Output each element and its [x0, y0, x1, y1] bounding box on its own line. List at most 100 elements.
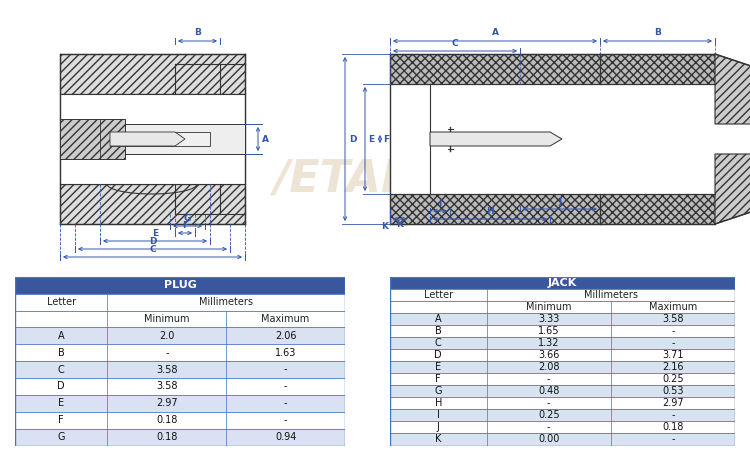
- Text: 0.18: 0.18: [662, 423, 683, 432]
- Text: C: C: [58, 364, 64, 374]
- Polygon shape: [430, 132, 562, 146]
- Text: Minimum: Minimum: [144, 314, 190, 324]
- Text: 3.58: 3.58: [156, 382, 178, 392]
- Bar: [390, 325, 735, 337]
- Text: G: G: [184, 214, 191, 223]
- Bar: [390, 373, 735, 385]
- Text: 0.25: 0.25: [662, 374, 684, 384]
- Text: 2.97: 2.97: [156, 398, 178, 408]
- Text: K: K: [435, 434, 442, 445]
- Text: G: G: [58, 432, 65, 442]
- Text: B: B: [654, 28, 661, 37]
- Polygon shape: [110, 132, 185, 146]
- Text: -: -: [547, 423, 550, 432]
- Text: B: B: [435, 326, 442, 336]
- Text: -: -: [547, 398, 550, 408]
- Bar: [390, 194, 600, 224]
- Text: -: -: [284, 415, 287, 425]
- Text: -: -: [284, 382, 287, 392]
- Text: 2.08: 2.08: [538, 362, 560, 372]
- Text: 0.18: 0.18: [156, 432, 178, 442]
- Text: D: D: [148, 237, 156, 246]
- Bar: [15, 378, 345, 395]
- Text: 2.06: 2.06: [274, 331, 296, 341]
- Text: Maximum: Maximum: [649, 302, 697, 312]
- Bar: [600, 194, 715, 224]
- Text: -: -: [671, 338, 675, 348]
- Text: A: A: [435, 314, 442, 324]
- Text: J: J: [558, 197, 562, 206]
- Text: -: -: [165, 348, 169, 358]
- Bar: [15, 395, 345, 412]
- Text: 1.32: 1.32: [538, 338, 560, 348]
- Text: 3.58: 3.58: [662, 314, 684, 324]
- Bar: [390, 349, 735, 361]
- Bar: [15, 294, 345, 310]
- Text: -: -: [284, 364, 287, 374]
- Text: D: D: [58, 382, 65, 392]
- Text: PLUG: PLUG: [164, 280, 196, 290]
- Bar: [60, 54, 245, 94]
- Text: F: F: [58, 415, 64, 425]
- Text: H: H: [486, 207, 494, 216]
- Text: JACK: JACK: [548, 278, 578, 288]
- Text: -: -: [671, 434, 675, 445]
- Text: /ETABEE: /ETABEE: [274, 158, 476, 201]
- Text: 3.71: 3.71: [662, 350, 684, 360]
- Text: A: A: [58, 331, 64, 341]
- Text: F: F: [436, 374, 441, 384]
- Text: -: -: [547, 374, 550, 384]
- Text: 1.63: 1.63: [275, 348, 296, 358]
- Bar: [600, 54, 715, 84]
- Bar: [390, 433, 735, 446]
- Bar: [60, 94, 245, 184]
- Text: J: J: [436, 423, 439, 432]
- Bar: [60, 94, 245, 124]
- Text: A: A: [491, 28, 499, 37]
- Text: H: H: [434, 398, 442, 408]
- Text: Minimum: Minimum: [526, 302, 572, 312]
- Bar: [15, 428, 345, 446]
- Text: Millimeters: Millimeters: [584, 290, 638, 300]
- Text: F: F: [383, 135, 389, 144]
- Text: -: -: [284, 398, 287, 408]
- Text: 3.58: 3.58: [156, 364, 178, 374]
- Bar: [390, 289, 735, 301]
- Bar: [15, 328, 345, 344]
- Polygon shape: [715, 54, 750, 124]
- Text: Letter: Letter: [424, 290, 453, 300]
- Bar: [15, 344, 345, 361]
- Text: D: D: [434, 350, 442, 360]
- Text: 0.25: 0.25: [538, 410, 560, 420]
- Bar: [390, 277, 735, 289]
- Text: Maximum: Maximum: [262, 314, 310, 324]
- Bar: [390, 84, 715, 194]
- Text: E: E: [435, 362, 441, 372]
- Text: -: -: [671, 326, 675, 336]
- Bar: [60, 119, 125, 159]
- Text: C: C: [452, 39, 458, 48]
- Text: Millimeters: Millimeters: [200, 297, 254, 307]
- Bar: [60, 154, 245, 184]
- Text: I: I: [436, 410, 439, 420]
- Text: A: A: [262, 135, 269, 144]
- Text: G: G: [434, 386, 442, 396]
- Bar: [390, 397, 735, 410]
- Text: C: C: [149, 245, 156, 254]
- Text: I: I: [438, 199, 442, 208]
- Bar: [390, 301, 735, 313]
- Text: E: E: [152, 229, 158, 238]
- Text: K: K: [397, 220, 404, 229]
- Text: 0.53: 0.53: [662, 386, 684, 396]
- Polygon shape: [715, 154, 750, 224]
- Text: -: -: [671, 410, 675, 420]
- Text: F: F: [182, 221, 188, 230]
- Text: D: D: [349, 135, 356, 144]
- Bar: [100, 124, 245, 154]
- Text: 2.97: 2.97: [662, 398, 684, 408]
- Bar: [390, 54, 600, 84]
- Text: 2.0: 2.0: [159, 331, 175, 341]
- Text: 1.65: 1.65: [538, 326, 560, 336]
- Bar: [390, 410, 735, 421]
- Text: K: K: [381, 222, 388, 231]
